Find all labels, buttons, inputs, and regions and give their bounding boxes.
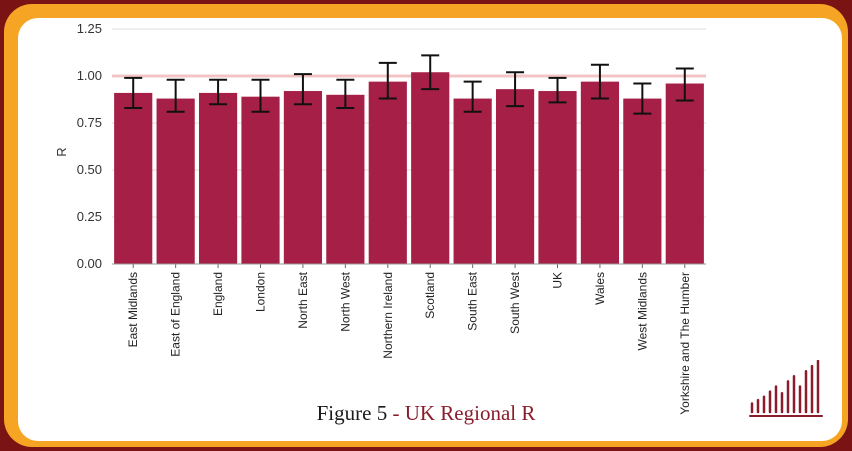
axis-layer: 0.00 0.25 0.50 0.75 1.00 1.25 East Midlands Eas…: [77, 21, 706, 415]
y-tick-label: 1.25: [77, 21, 102, 36]
x-tick-label: London: [254, 272, 268, 312]
bar: [580, 81, 620, 264]
y-tick-label: 1.00: [77, 68, 102, 83]
x-tick-label: South East: [466, 271, 480, 330]
figure-number: Figure 5: [316, 401, 388, 425]
bar: [495, 89, 535, 264]
caption-title: UK Regional R: [404, 401, 536, 425]
y-tick-label: 0.50: [77, 162, 102, 177]
y-tick-label: 0.25: [77, 209, 102, 224]
x-tick-label: Scotland: [423, 272, 437, 319]
error-bar: [421, 54, 440, 91]
figure-caption: Figure 5 - UK Regional R: [0, 401, 852, 426]
y-axis-label: R: [54, 147, 69, 156]
error-bar: [124, 76, 143, 109]
x-tick-label: Wales: [593, 272, 607, 305]
error-bar-layer: [124, 54, 694, 115]
bar: [241, 96, 280, 265]
bar: [538, 91, 577, 264]
bar: [114, 92, 153, 264]
bar: [623, 98, 662, 264]
y-tick-label: 0.75: [77, 115, 102, 130]
error-bar: [209, 78, 228, 106]
bar-chart-logo-icon: [749, 360, 823, 417]
error-bar: [675, 67, 694, 102]
error-bar: [251, 78, 270, 113]
error-bar: [378, 61, 397, 100]
error-bar: [506, 71, 525, 108]
bar: [411, 72, 450, 265]
bar: [198, 92, 238, 264]
x-tick-label: UK: [551, 272, 565, 289]
x-tick-label: Yorkshire and The Humber: [678, 272, 692, 415]
x-tick-label: South West: [508, 271, 522, 333]
y-tick-label: 0.00: [77, 256, 102, 271]
x-tick-label: West Midlands: [635, 272, 649, 350]
bar: [283, 91, 323, 264]
error-bar: [293, 73, 312, 106]
error-bar: [590, 63, 609, 100]
bar: [156, 98, 195, 264]
x-tick-label: North East: [296, 271, 310, 328]
caption-separator: -: [387, 401, 405, 425]
bar: [453, 98, 492, 264]
x-tick-label: England: [211, 272, 225, 316]
x-tick-label: East of England: [169, 272, 183, 357]
x-tick-label: Northern Ireland: [381, 272, 395, 359]
error-bar: [548, 76, 567, 104]
error-bar: [166, 78, 185, 113]
error-bar: [633, 82, 652, 115]
x-tick-label: North West: [338, 271, 352, 331]
bar-layer: [114, 72, 704, 265]
bar: [326, 94, 365, 264]
bar: [368, 81, 407, 264]
bar: [665, 83, 704, 265]
error-bar: [336, 78, 355, 109]
error-bar: [463, 80, 482, 113]
x-tick-label: East Midlands: [126, 272, 140, 347]
